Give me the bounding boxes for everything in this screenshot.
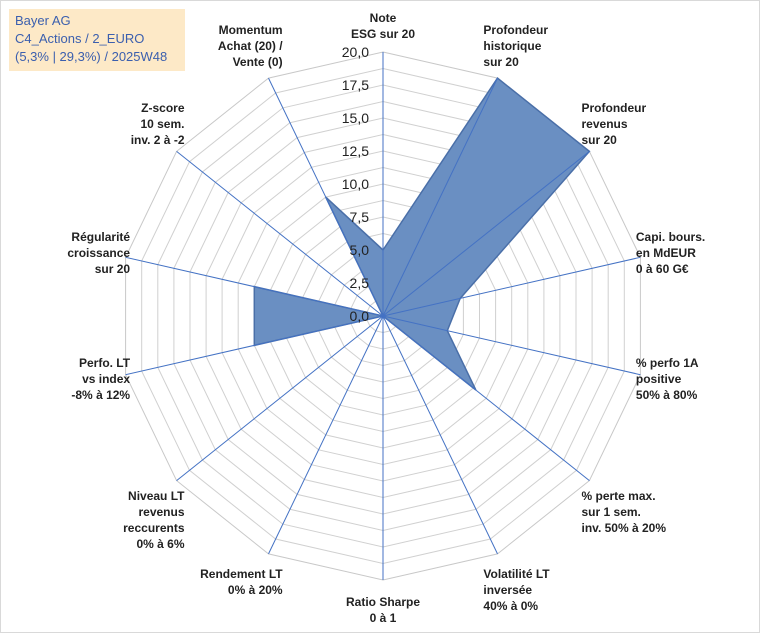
tick-label: 12,5	[342, 143, 369, 159]
axis-label-11: vs index	[82, 372, 130, 386]
axis-label-4: en MdEUR	[636, 246, 696, 260]
axis-label-13: inv. 2 à -2	[131, 133, 185, 147]
tick-label: 5,0	[350, 242, 370, 258]
axis-label-12: Régularité	[71, 230, 130, 244]
axis-spoke-9	[268, 315, 384, 555]
axis-label-12: croissance	[67, 246, 130, 260]
axis-spoke-6	[382, 315, 590, 481]
axis-label-6: sur 1 sem.	[582, 505, 641, 519]
axis-label-3: sur 20	[582, 133, 618, 147]
title-company: Bayer AG	[15, 13, 71, 28]
axis-label-10: revenus	[138, 505, 184, 519]
axis-spoke-3	[382, 151, 590, 317]
axis-label-1: Note	[370, 11, 397, 25]
axis-label-10: reccurents	[123, 521, 185, 535]
axis-label-13: 10 sem.	[140, 117, 184, 131]
axis-label-14: Momentum	[219, 23, 283, 37]
axis-spoke-12	[125, 256, 384, 317]
axis-label-7: Volatilité LT	[483, 567, 550, 581]
axis-label-8: 0 à 1	[370, 611, 397, 625]
axis-label-13: Z-score	[141, 101, 185, 115]
axis-spoke-13	[176, 151, 384, 317]
axis-label-7: inversée	[483, 583, 532, 597]
axis-label-11: Perfo. LT	[79, 356, 131, 370]
axis-label-10: Niveau LT	[128, 489, 185, 503]
axis-label-9: 0% à 20%	[228, 583, 283, 597]
axis-label-6: inv. 50% à 20%	[582, 521, 667, 535]
axis-spoke-7	[382, 315, 498, 555]
axis-label-12: sur 20	[95, 262, 131, 276]
tick-label: 2,5	[350, 275, 370, 291]
axis-label-1: ESG sur 20	[351, 27, 415, 41]
axis-spoke-5	[382, 315, 641, 376]
axis-spoke-10	[176, 315, 384, 481]
axis-label-2: sur 20	[483, 55, 519, 69]
axis-label-14: Achat (20) /	[218, 39, 283, 53]
axis-label-8: Ratio Sharpe	[346, 595, 420, 609]
axis-label-14: Vente (0)	[233, 55, 283, 69]
axis-label-10: 0% à 6%	[136, 537, 184, 551]
axis-label-5: positive	[636, 372, 682, 386]
axis-label-11: -8% à 12%	[71, 388, 130, 402]
axis-label-4: 0 à 60 G€	[636, 262, 689, 276]
tick-label: 0,0	[350, 308, 370, 324]
tick-label: 15,0	[342, 110, 369, 126]
axis-label-5: % perfo 1A	[636, 356, 699, 370]
axis-label-6: % perte max.	[582, 489, 656, 503]
axis-label-3: revenus	[582, 117, 628, 131]
axis-label-7: 40% à 0%	[483, 599, 538, 613]
tick-label: 17,5	[342, 77, 369, 93]
axis-spoke-14	[268, 77, 384, 317]
title-stats: (5,3% | 29,3%) / 2025W48	[15, 49, 168, 64]
tick-label: 20,0	[342, 44, 369, 60]
tick-label: 10,0	[342, 176, 369, 192]
axis-spoke-11	[125, 315, 384, 376]
axis-label-5: 50% à 80%	[636, 388, 698, 402]
chart-title-box: Bayer AG C4_Actions / 2_EURO (5,3% | 29,…	[9, 9, 185, 71]
axis-label-4: Capi. bours.	[636, 230, 705, 244]
axis-label-2: historique	[483, 39, 541, 53]
tick-label: 7,5	[350, 209, 370, 225]
title-category: C4_Actions / 2_EURO	[15, 31, 145, 46]
axis-label-3: Profondeur	[582, 101, 647, 115]
axis-spoke-2	[382, 77, 498, 317]
axis-label-2: Profondeur	[483, 23, 548, 37]
axis-label-9: Rendement LT	[200, 567, 283, 581]
axis-spoke-4	[382, 256, 641, 317]
